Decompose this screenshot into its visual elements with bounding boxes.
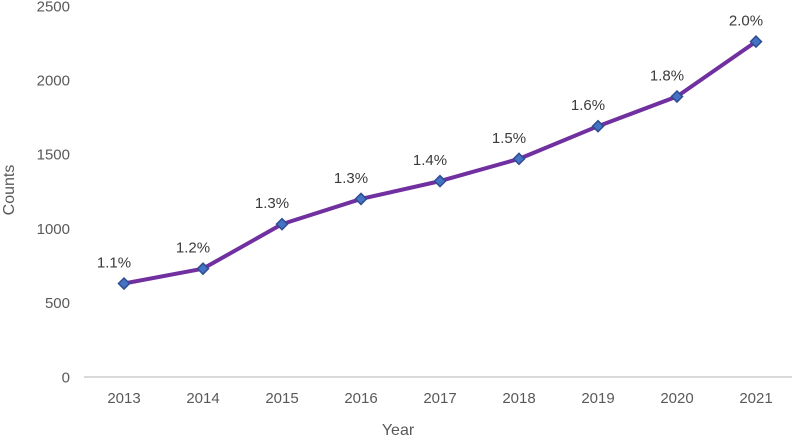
data-point-label: 1.5% bbox=[492, 130, 526, 147]
data-point-label: 1.3% bbox=[255, 195, 289, 212]
x-tick-label: 2013 bbox=[107, 390, 140, 407]
x-tick-label: 2016 bbox=[344, 390, 377, 407]
x-tick-label: 2017 bbox=[423, 390, 456, 407]
data-point-label: 1.3% bbox=[334, 170, 368, 187]
y-axis-title: Counts bbox=[1, 164, 18, 216]
data-point-marker bbox=[433, 174, 447, 188]
data-point-marker bbox=[749, 35, 763, 49]
data-point-marker bbox=[354, 192, 368, 206]
x-tick-label: 2015 bbox=[265, 390, 298, 407]
data-point-marker bbox=[591, 119, 605, 133]
data-point-label: 1.6% bbox=[571, 97, 605, 114]
data-point-marker bbox=[670, 89, 684, 104]
x-axis-title: Year bbox=[381, 422, 415, 439]
data-point-label: 2.0% bbox=[729, 13, 763, 30]
data-point-marker bbox=[512, 152, 526, 166]
data-point-marker bbox=[196, 262, 210, 276]
x-tick-label: 2014 bbox=[186, 390, 219, 407]
y-tick-label: 2000 bbox=[37, 72, 70, 89]
y-tick-label: 2500 bbox=[37, 0, 70, 15]
data-point-marker bbox=[117, 276, 131, 291]
y-tick-label: 500 bbox=[45, 295, 70, 312]
y-tick-label: 1500 bbox=[37, 147, 70, 164]
y-tick-label: 0 bbox=[62, 369, 70, 386]
data-point-label: 1.1% bbox=[97, 255, 131, 272]
x-tick-label: 2020 bbox=[660, 390, 693, 407]
data-point-label: 1.4% bbox=[413, 152, 447, 169]
y-tick-label: 1000 bbox=[37, 221, 70, 238]
data-point-label: 1.8% bbox=[650, 68, 684, 85]
x-tick-label: 2021 bbox=[739, 390, 772, 407]
data-point-label: 1.2% bbox=[176, 240, 210, 257]
x-tick-label: 2018 bbox=[502, 390, 535, 407]
data-point-marker bbox=[275, 217, 289, 231]
x-tick-label: 2019 bbox=[581, 390, 614, 407]
